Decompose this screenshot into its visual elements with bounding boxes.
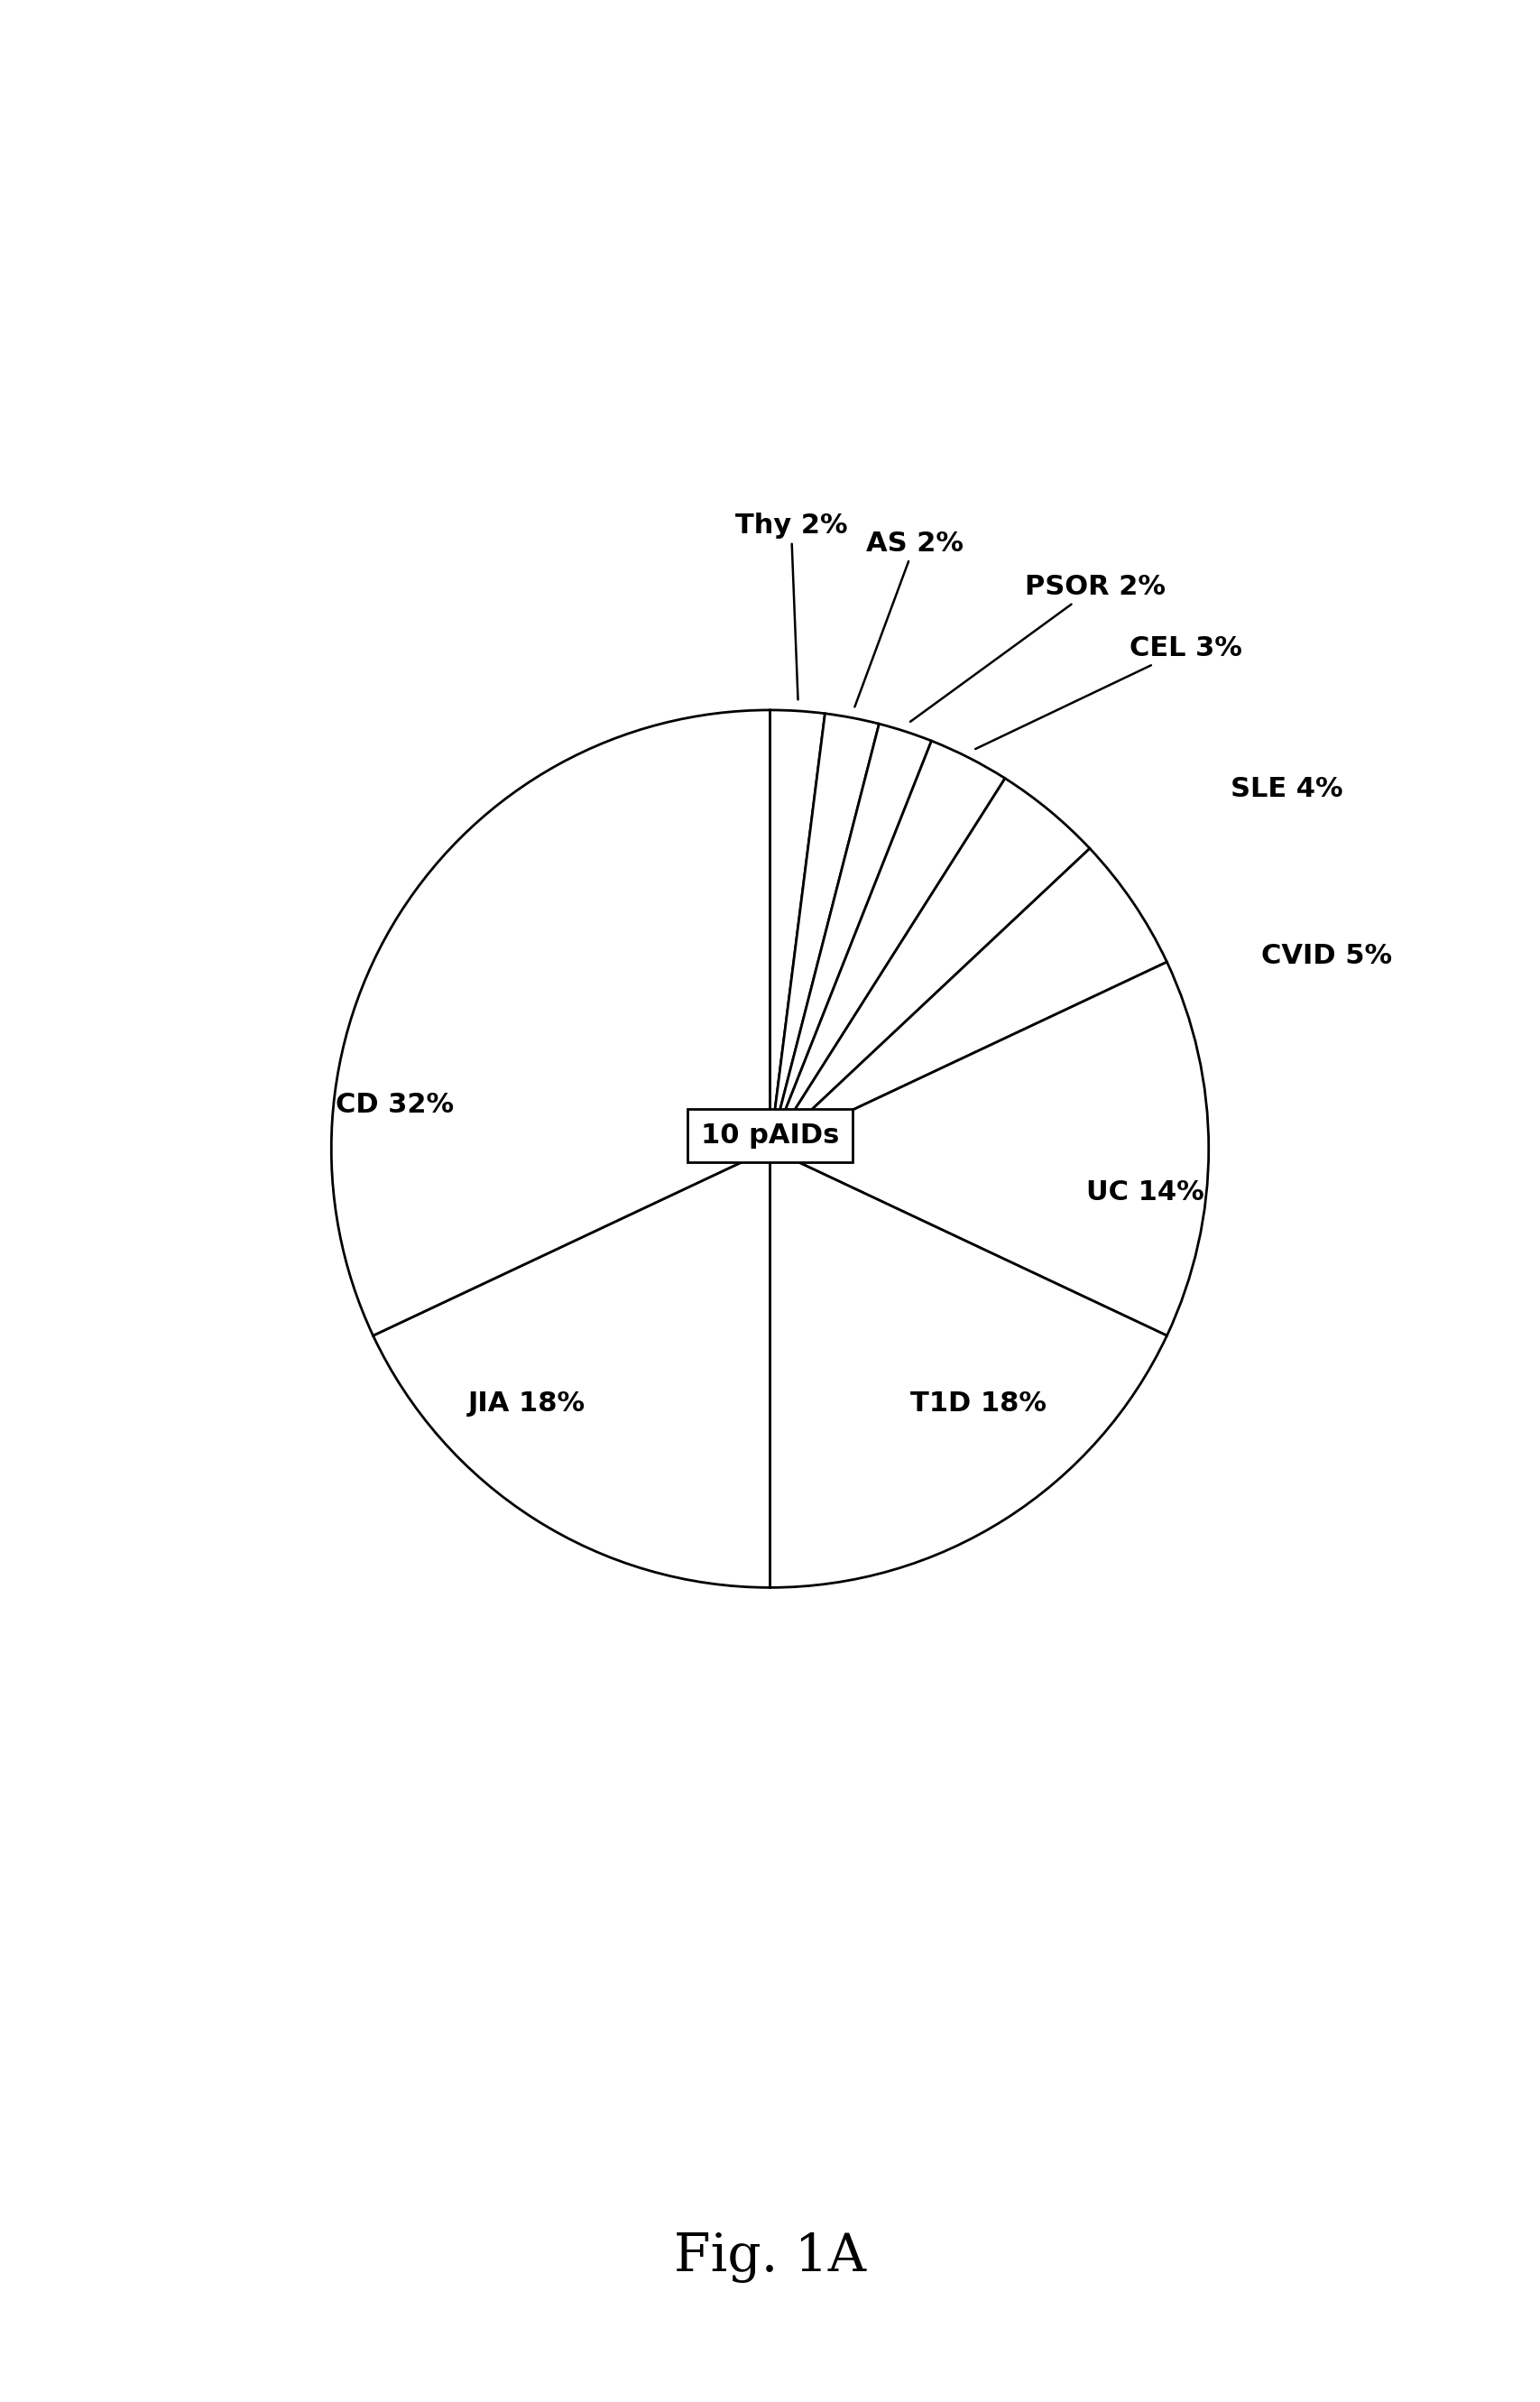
- Wedge shape: [770, 740, 1006, 1148]
- Text: CVID 5%: CVID 5%: [1261, 942, 1392, 968]
- Wedge shape: [770, 848, 1167, 1148]
- Text: Fig. 1A: Fig. 1A: [675, 2231, 865, 2284]
- Text: CEL 3%: CEL 3%: [975, 637, 1243, 749]
- Text: T1D 18%: T1D 18%: [910, 1391, 1047, 1417]
- Text: Thy 2%: Thy 2%: [735, 512, 847, 699]
- Wedge shape: [331, 711, 770, 1336]
- Wedge shape: [770, 961, 1209, 1336]
- Wedge shape: [373, 1148, 770, 1588]
- Text: AS 2%: AS 2%: [855, 531, 964, 706]
- Text: CD 32%: CD 32%: [336, 1093, 454, 1117]
- Wedge shape: [770, 1148, 1167, 1588]
- Wedge shape: [770, 723, 932, 1148]
- Text: UC 14%: UC 14%: [1086, 1179, 1204, 1206]
- Text: JIA 18%: JIA 18%: [468, 1391, 585, 1417]
- Wedge shape: [770, 713, 879, 1148]
- Text: 10 pAIDs: 10 pAIDs: [701, 1122, 839, 1148]
- Wedge shape: [770, 778, 1090, 1148]
- Text: PSOR 2%: PSOR 2%: [910, 574, 1166, 721]
- Wedge shape: [770, 711, 825, 1148]
- Text: SLE 4%: SLE 4%: [1230, 776, 1343, 802]
